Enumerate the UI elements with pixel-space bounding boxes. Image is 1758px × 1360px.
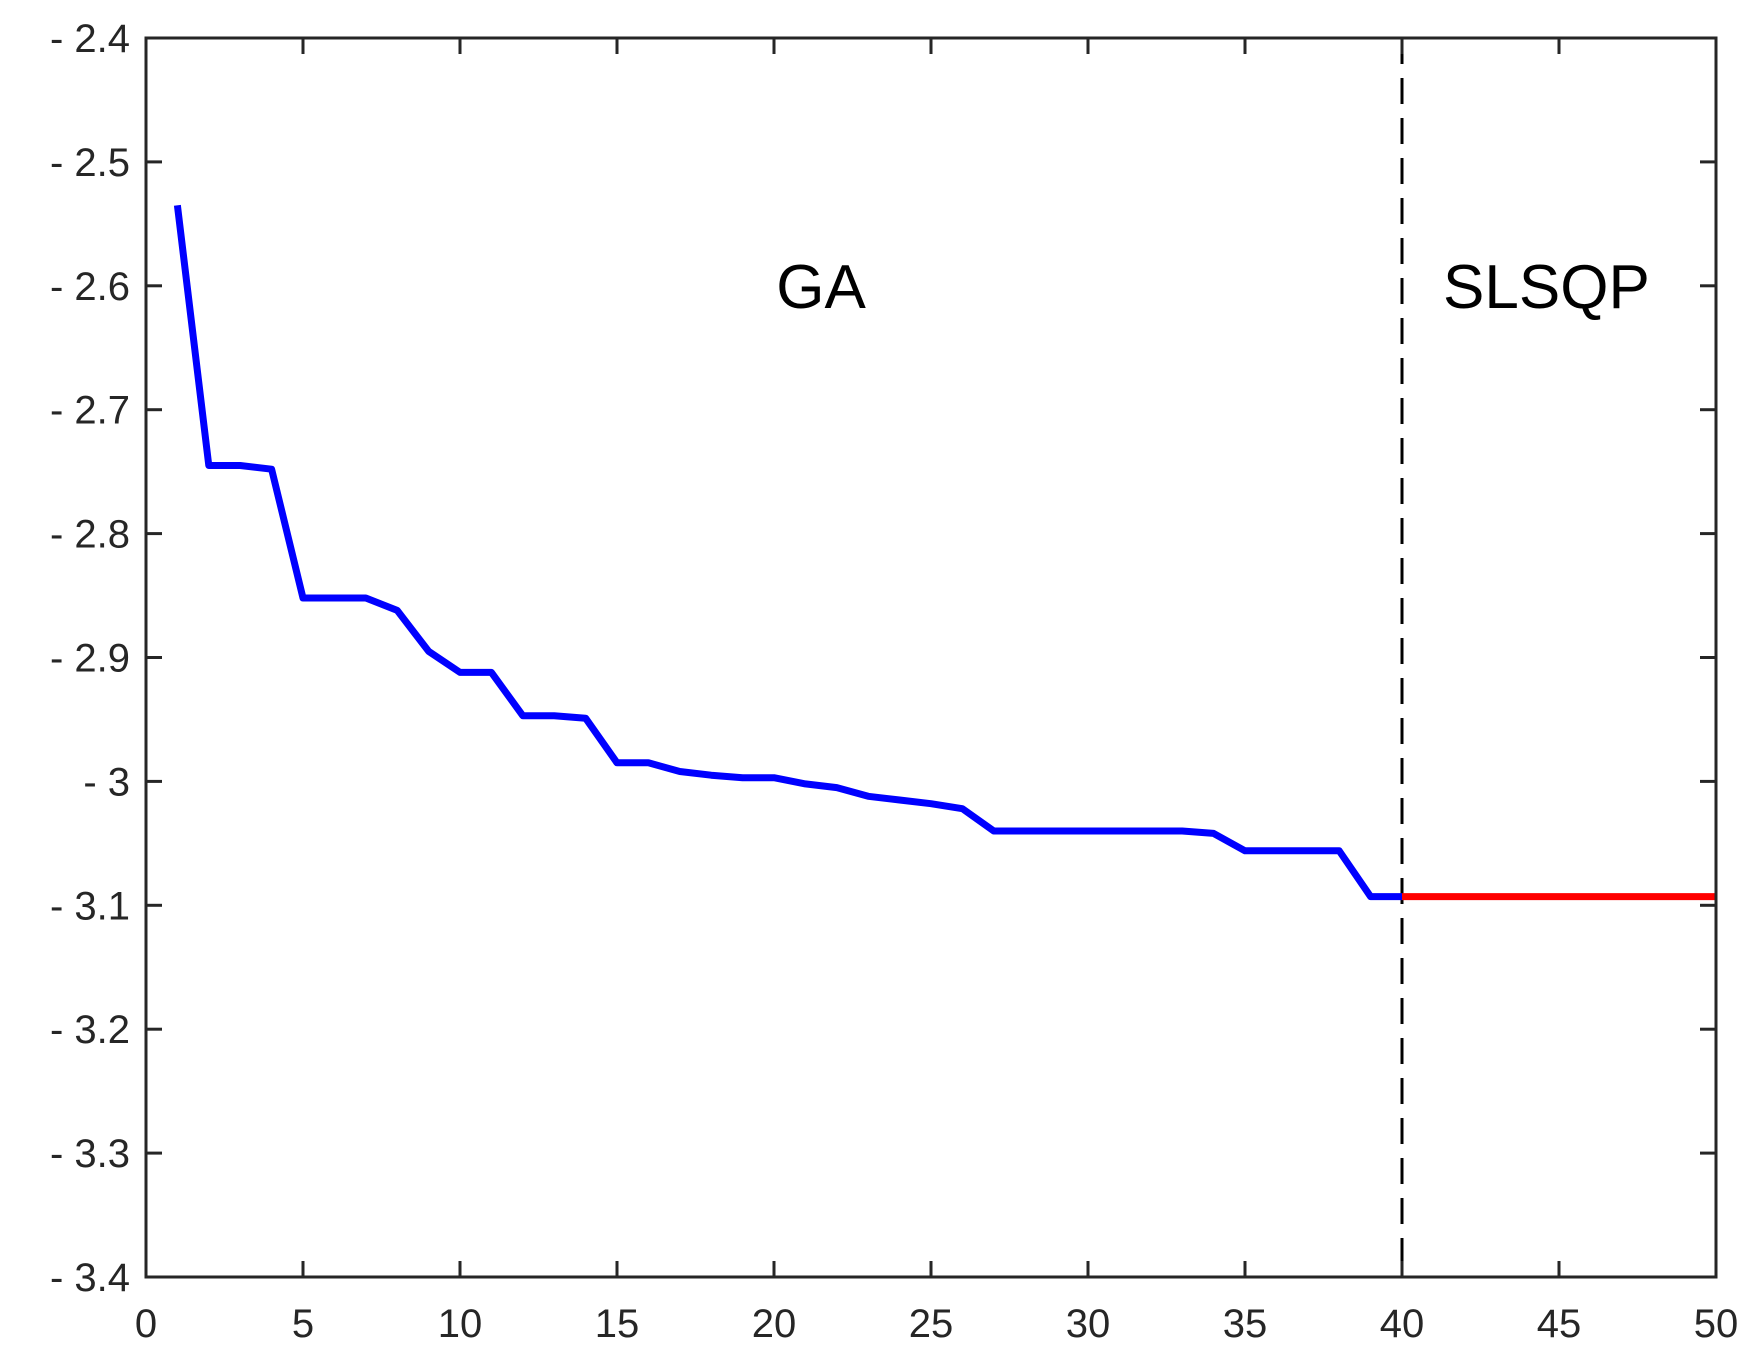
y-tick-label: - 2.5 (50, 141, 130, 185)
x-tick-label: 20 (752, 1302, 797, 1346)
region-label-ga: GA (776, 253, 866, 322)
y-tick-label: - 3.4 (50, 1256, 130, 1300)
x-tick-label: 40 (1380, 1302, 1425, 1346)
axis-tick-labels: 0 5 10 15 20 25 30 35 40 45 50 - 2.4 - 2.5 - 2.6 - 2.7… (50, 17, 1738, 1346)
y-tick-label: - 3.1 (50, 884, 130, 928)
x-tick-label: 35 (1223, 1302, 1268, 1346)
y-tick-label: - 3.2 (50, 1008, 130, 1052)
x-tick-label: 45 (1537, 1302, 1582, 1346)
y-tick-label: - 3 (83, 760, 130, 804)
x-tick-label: 15 (595, 1302, 640, 1346)
y-tick-label: - 2.6 (50, 265, 130, 309)
series-line-1 (173, 204, 1402, 901)
y-tick-label: - 2.9 (50, 637, 130, 681)
y-tick-label: - 2.8 (50, 513, 130, 557)
region-annotations: GA SLSQP (776, 253, 1650, 322)
region-label-slsqp: SLSQP (1443, 253, 1650, 322)
y-tick-label: - 2.7 (50, 389, 130, 433)
x-tick-label: 10 (438, 1302, 483, 1346)
plot-content (173, 38, 1716, 1277)
y-tick-label: - 3.3 (50, 1132, 130, 1176)
x-tick-label: 0 (135, 1302, 157, 1346)
x-tick-label: 5 (292, 1302, 314, 1346)
axes-box (144, 36, 1718, 1279)
x-tick-label: 30 (1066, 1302, 1111, 1346)
x-tick-label: 25 (909, 1302, 954, 1346)
y-tick-label: - 2.4 (50, 17, 130, 61)
x-tick-label: 50 (1694, 1302, 1739, 1346)
